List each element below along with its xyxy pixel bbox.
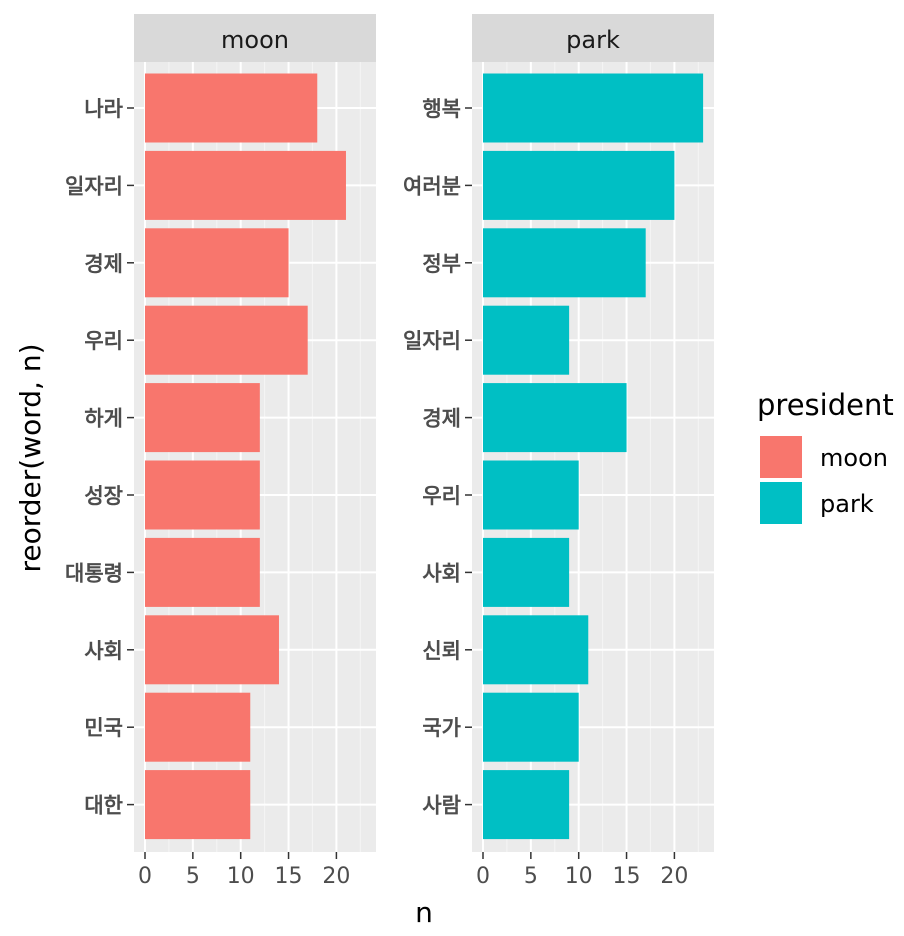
strip-label-park: park (566, 26, 620, 54)
bar-park-7 (483, 615, 589, 685)
bar-park-2 (483, 228, 646, 298)
bar-moon-9 (145, 770, 251, 840)
y-tick-label: 일자리 (65, 174, 123, 198)
bar-park-9 (483, 770, 570, 840)
x-tick-label: 20 (322, 864, 350, 889)
legend-key-park (760, 482, 802, 524)
x-tick-label: 15 (613, 864, 641, 889)
bar-park-8 (483, 692, 579, 762)
y-tick-label: 성장 (84, 484, 123, 508)
x-tick-label: 20 (660, 864, 688, 889)
legend-label-moon: moon (820, 444, 888, 472)
x-tick-label: 5 (186, 864, 200, 889)
x-tick-label: 15 (275, 864, 303, 889)
legend-title: president (757, 388, 894, 422)
x-axis-title: n (415, 896, 433, 929)
bar-moon-2 (145, 228, 289, 298)
bar-moon-5 (145, 460, 260, 530)
bar-park-3 (483, 305, 570, 375)
bar-moon-7 (145, 615, 279, 685)
y-tick-label: 경제 (422, 407, 461, 431)
legend-key-moon (760, 436, 802, 478)
y-tick-label: 여러분 (403, 174, 461, 198)
bar-park-4 (483, 383, 627, 453)
y-tick-label: 신뢰 (422, 639, 461, 663)
y-tick-label: 하게 (84, 407, 123, 431)
bar-park-6 (483, 537, 570, 607)
x-tick-label: 5 (524, 864, 538, 889)
bar-park-1 (483, 150, 675, 220)
x-tick-label: 0 (138, 864, 152, 889)
strip-moon (134, 14, 376, 62)
y-tick-label: 사회 (84, 639, 123, 663)
legend-items: moon park (760, 436, 888, 524)
strip-park (472, 14, 714, 62)
bar-moon-8 (145, 692, 251, 762)
y-tick-label: 경제 (84, 252, 123, 276)
y-tick-label: 민국 (84, 716, 123, 740)
bar-park-0 (483, 73, 704, 143)
y-tick-label: 행복 (422, 97, 461, 121)
y-tick-label: 국가 (422, 716, 461, 740)
y-tick-label: 우리 (422, 484, 461, 508)
bar-moon-6 (145, 537, 260, 607)
x-tick-label: 10 (565, 864, 593, 889)
y-tick-label: 대한 (84, 794, 123, 818)
bar-moon-1 (145, 150, 346, 220)
y-tick-label: 나라 (84, 97, 123, 121)
y-tick-label: 정부 (422, 252, 461, 276)
bar-moon-3 (145, 305, 308, 375)
bar-park-5 (483, 460, 579, 530)
bar-moon-4 (145, 383, 260, 453)
y-tick-label: 사회 (422, 561, 461, 585)
strip-label-moon: moon (221, 26, 289, 54)
y-tick-label: 대통령 (65, 561, 123, 585)
bar-moon-0 (145, 73, 318, 143)
legend-label-park: park (820, 490, 874, 518)
y-tick-label: 우리 (84, 329, 123, 353)
y-tick-label: 일자리 (403, 329, 461, 353)
legend: president moon park (757, 388, 894, 524)
x-tick-label: 0 (476, 864, 490, 889)
y-axis-title: reorder(word, n) (14, 343, 47, 572)
y-tick-label: 사람 (422, 794, 461, 818)
x-tick-label: 10 (227, 864, 255, 889)
